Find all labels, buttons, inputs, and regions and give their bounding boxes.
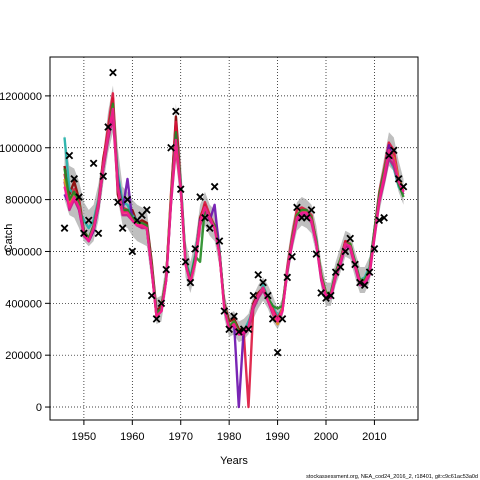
observed-point (162, 265, 171, 274)
observed-point (389, 146, 398, 155)
observed-point (394, 175, 403, 183)
observed-point (302, 213, 311, 222)
observed-point (210, 182, 219, 191)
observed-point (341, 247, 350, 256)
y-axis: 0 200000 400000 600000 800000 1000000 1200000 (0, 91, 50, 414)
series-line-7 (63, 107, 405, 336)
observed-point (113, 198, 122, 207)
observed-point (254, 270, 263, 279)
series-lines (63, 92, 405, 409)
observed-point (157, 299, 166, 308)
y-tick-label: 400000 (5, 298, 42, 310)
observed-point (75, 193, 83, 201)
observed-point (89, 159, 98, 168)
x-tick-label: 1970 (168, 431, 192, 443)
observed-point (181, 257, 190, 266)
observed-point (293, 203, 301, 212)
y-tick-label: 1000000 (0, 143, 42, 155)
observed-point (60, 224, 69, 232)
x-tick-label: 1950 (72, 431, 96, 443)
observed-point (172, 107, 180, 116)
observed-point (65, 151, 74, 160)
observed-point (283, 273, 292, 282)
observed-point (336, 263, 345, 271)
y-tick-label: 0 (36, 402, 42, 414)
observed-point (356, 278, 364, 287)
observed-point (191, 245, 200, 253)
observed-point (70, 175, 79, 183)
observed-point (360, 281, 369, 290)
observed-point (225, 325, 233, 334)
y-axis-label: Catch (3, 224, 15, 253)
observed-point (109, 68, 117, 77)
x-axis: 1950 1960 1970 1980 1990 2000 2010 (72, 420, 387, 443)
observed-point (370, 245, 379, 253)
observed-point (201, 213, 209, 222)
observed-point (147, 291, 156, 300)
observed-point (186, 278, 195, 287)
observed-point (365, 268, 374, 277)
observed-point (268, 315, 277, 323)
observed-point (244, 325, 253, 334)
x-axis-label: Years (220, 455, 248, 467)
y-tick-label: 200000 (5, 350, 42, 362)
observed-point (104, 123, 112, 131)
x-tick-label: 2000 (314, 431, 338, 443)
observed-point (273, 348, 282, 357)
observed-point (123, 195, 132, 204)
observed-point (249, 291, 258, 300)
observed-point (167, 143, 175, 152)
observed-point (128, 247, 137, 256)
x-tick-label: 1980 (217, 431, 241, 443)
x-tick-label: 1990 (265, 431, 289, 443)
observed-point (327, 291, 335, 300)
watermark: stockassessment.org, NEA_cod24_2016_2, r… (306, 474, 478, 480)
x-tick-label: 1960 (120, 431, 144, 443)
observed-point (235, 328, 243, 336)
observed-point (215, 237, 224, 245)
observed-point (99, 172, 108, 181)
observed-point (307, 206, 316, 214)
observed-point (259, 278, 267, 287)
observed-point (322, 294, 330, 302)
plot-frame (49, 56, 419, 421)
observed-point (220, 307, 229, 315)
observed-point (205, 224, 214, 232)
observed-point (288, 252, 296, 261)
observed-point (380, 213, 388, 222)
observed-point (278, 315, 287, 323)
x-tick-label: 2010 (362, 431, 386, 443)
observed-point (152, 315, 161, 323)
observed-point (176, 185, 185, 194)
observed-point (346, 234, 355, 243)
grid (50, 57, 418, 420)
observed-point (351, 260, 359, 269)
y-tick-label: 600000 (5, 246, 42, 258)
y-tick-label: 800000 (5, 195, 42, 207)
observed-point (84, 216, 93, 225)
observed-point (312, 250, 321, 258)
observed-point (399, 182, 408, 191)
observed-point (80, 229, 88, 238)
observed-point (375, 216, 384, 225)
observed-points (60, 68, 408, 357)
y-tick-label: 1200000 (0, 91, 42, 103)
observed-point (230, 312, 238, 321)
observed-point (118, 224, 127, 232)
observed-point (94, 229, 103, 238)
observed-point (264, 291, 272, 300)
observed-point (196, 193, 204, 201)
observed-point (143, 206, 151, 214)
